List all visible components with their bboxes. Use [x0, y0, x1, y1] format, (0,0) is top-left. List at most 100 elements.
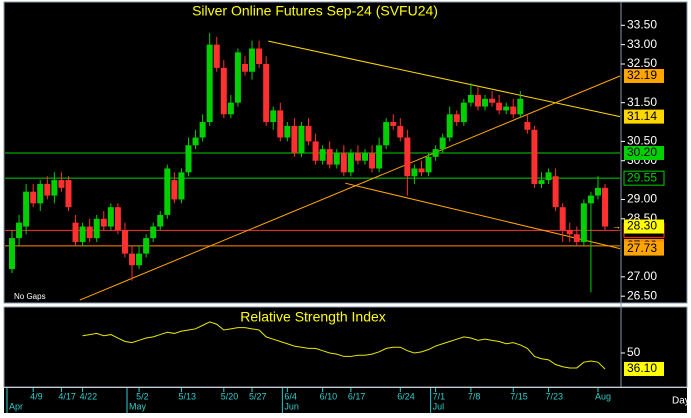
y-tick-label: 32.50 [627, 56, 657, 70]
candle-body [284, 125, 291, 138]
candle-body [58, 180, 65, 188]
candle-body [376, 145, 383, 169]
rsi-value-box [624, 361, 664, 376]
candle-body [136, 253, 143, 266]
x-tick-label: 7/8 [468, 391, 481, 401]
month-label: Jul [433, 401, 445, 411]
x-axis-strip [4, 388, 687, 413]
candle-body [263, 63, 270, 123]
candle-body [185, 145, 192, 173]
last-price-arrow: → [612, 221, 621, 231]
rsi-value-label: 36.10 [627, 361, 657, 375]
candle-body [467, 94, 474, 103]
candle-body [270, 110, 277, 123]
y-tick-label: 29.00 [627, 192, 657, 206]
candle-body [44, 183, 51, 196]
candle-body [446, 114, 453, 138]
candle-body [93, 218, 100, 239]
candle-body [312, 141, 319, 161]
trendline-label-box [624, 241, 664, 256]
candle-body [418, 168, 425, 173]
candle-body [390, 122, 397, 126]
candle-body [86, 226, 93, 239]
candle-body [234, 52, 241, 103]
candle-body [453, 114, 460, 123]
x-tick-label: Aug [595, 391, 611, 401]
y-tick-label: 30.50 [627, 134, 657, 148]
candle-body [432, 149, 439, 157]
candle-body [199, 122, 206, 138]
candle-body [9, 238, 15, 270]
level-label: 29.55 [627, 170, 657, 184]
trendline [268, 40, 621, 118]
candle-body [425, 156, 432, 173]
candle-body [107, 207, 114, 227]
candle-body [114, 207, 121, 231]
y-tick-label: 50 [627, 345, 641, 359]
candle-body [178, 172, 185, 200]
x-tick-label: 7/1 [433, 391, 446, 401]
last-price-label: 28.30 [627, 219, 657, 233]
candle-body [298, 125, 305, 153]
candle-body [305, 125, 312, 142]
candle-body [369, 153, 376, 169]
trendline [79, 75, 621, 301]
candle-body [439, 137, 446, 150]
candle-body [30, 191, 37, 204]
level-label: 30.20 [627, 145, 657, 159]
trendline-label: 27.73 [627, 241, 657, 255]
candle-body [531, 129, 538, 184]
candle-body [503, 106, 510, 111]
candle-body [482, 98, 489, 107]
candle-body [16, 222, 23, 239]
candle-body [354, 153, 361, 161]
candle-body [347, 153, 354, 173]
candle-body [65, 180, 72, 208]
last-price-box [624, 219, 664, 234]
y-tick-label: 26.50 [627, 288, 657, 302]
candle-body [545, 172, 552, 181]
chart-title: Silver Online Futures Sep-24 (SVFU24) [192, 3, 438, 19]
candle-body [241, 63, 248, 72]
candle-body [333, 153, 340, 165]
candle-body [171, 180, 178, 200]
candle-body [566, 230, 573, 235]
level-label-box [623, 170, 665, 186]
rsi-panel [3, 306, 688, 388]
candle-body [460, 102, 467, 123]
x-tick-label: 6/24 [397, 391, 415, 401]
y-tick-label: 33.50 [627, 17, 657, 31]
candle-body [72, 222, 79, 243]
candle-body [121, 230, 128, 254]
level-label-box [624, 146, 664, 160]
candle-body [524, 122, 531, 130]
candle-body [157, 214, 164, 227]
candle-body [23, 191, 30, 227]
candle-body [100, 218, 107, 227]
x-tick-label: 7/15 [510, 391, 528, 401]
trendline-label: 31.14 [627, 109, 657, 123]
x-tick-label: 5/27 [249, 391, 267, 401]
candle-body [397, 125, 404, 138]
candle-body [474, 94, 481, 107]
candle-body [51, 180, 58, 196]
x-axis-label: Day [672, 396, 690, 407]
candle-body [340, 153, 347, 173]
x-tick-label: 4/17 [58, 391, 76, 401]
candle-body [206, 44, 213, 123]
candle-body [383, 122, 390, 146]
candle-body [227, 102, 234, 115]
candle-body [277, 110, 284, 138]
x-tick-label: 6/10 [320, 391, 338, 401]
candle-body [256, 48, 263, 64]
x-tick-label: 7/23 [546, 391, 564, 401]
candle-body [164, 168, 171, 215]
candle-body [552, 176, 559, 208]
candle-body [192, 137, 199, 146]
candle-body [143, 238, 150, 254]
x-tick-label: 6/4 [284, 391, 297, 401]
candle-body [517, 98, 524, 115]
gaps-note: No Gaps [14, 292, 46, 301]
x-tick-label: 5/20 [221, 391, 239, 401]
